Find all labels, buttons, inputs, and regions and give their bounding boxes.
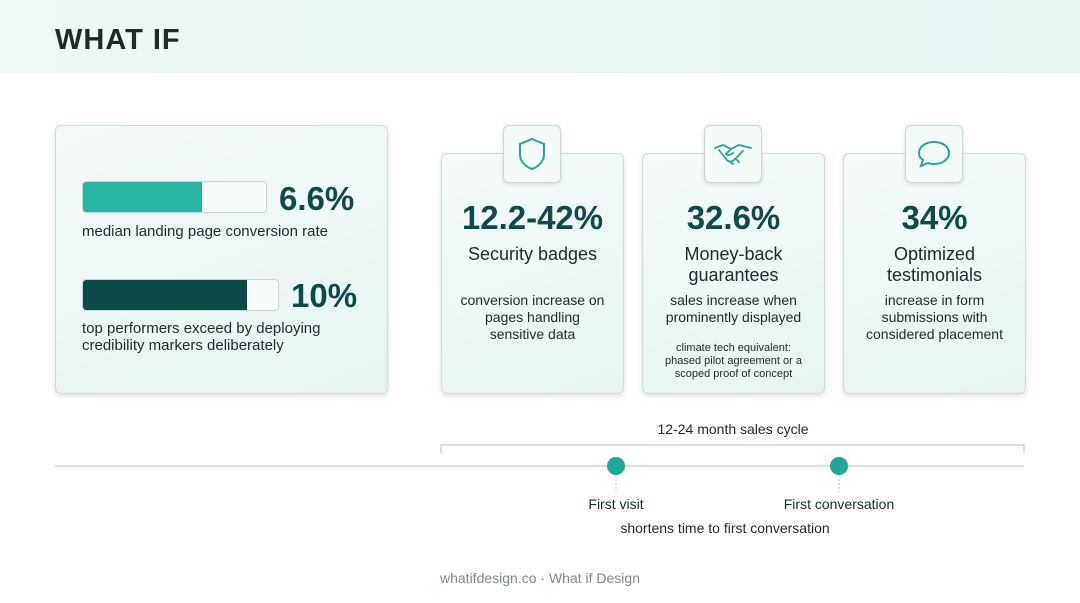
card-title: Optimized testimonials [886, 244, 983, 285]
stat-label: top performers exceed by deploying credi… [82, 320, 321, 354]
card-description: conversion increase on pages handling se… [460, 292, 605, 342]
card-description: increase in form submissions with consid… [866, 292, 1003, 342]
stat-card: 34% Optimized testimonials increase in f… [843, 153, 1026, 394]
stat-value: 10% [291, 277, 358, 314]
card-value: 12.2-42% [461, 199, 604, 236]
header: WHAT IF [0, 0, 1080, 73]
progress-bar [82, 279, 279, 311]
footer: whatifdesign.co · What if Design [440, 570, 640, 586]
timeline-caption: shortens time to first conversation [620, 520, 830, 536]
stat-card: 12.2-42% Security badges conversion incr… [441, 153, 624, 394]
card-value: 34% [901, 199, 968, 236]
stat-value: 6.6% [279, 180, 355, 217]
progress-bar [82, 181, 267, 213]
card-value: 32.6% [686, 199, 781, 236]
card-title: Money-back guarantees [684, 244, 783, 285]
chat-icon [905, 125, 963, 183]
stat-label: median landing page conversion rate [82, 223, 328, 240]
handshake-icon [704, 125, 762, 183]
summary-card [55, 125, 388, 394]
card-title: Security badges [467, 244, 598, 264]
card-description: sales increase when prominently displaye… [665, 292, 802, 325]
span-label: 12-24 month sales cycle [657, 421, 809, 437]
milestone-label: First visit [588, 496, 644, 512]
logo: WHAT IF [55, 24, 181, 56]
card-note: climate tech equivalent: phased pilot ag… [665, 342, 802, 380]
stat-card: 32.6% Money-back guarantees sales increa… [642, 153, 825, 394]
shield-icon [503, 125, 561, 183]
milestone-label: First conversation [783, 496, 895, 512]
